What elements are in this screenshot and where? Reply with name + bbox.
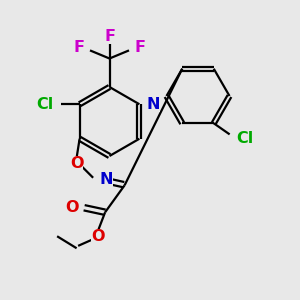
Text: F: F [74,40,85,55]
Text: O: O [65,200,79,215]
Text: N: N [147,97,160,112]
Text: O: O [91,229,104,244]
Text: F: F [134,40,146,55]
Text: N: N [99,172,112,187]
Text: F: F [104,29,115,44]
Text: Cl: Cl [36,97,53,112]
Text: Cl: Cl [236,131,254,146]
Text: O: O [70,156,83,171]
